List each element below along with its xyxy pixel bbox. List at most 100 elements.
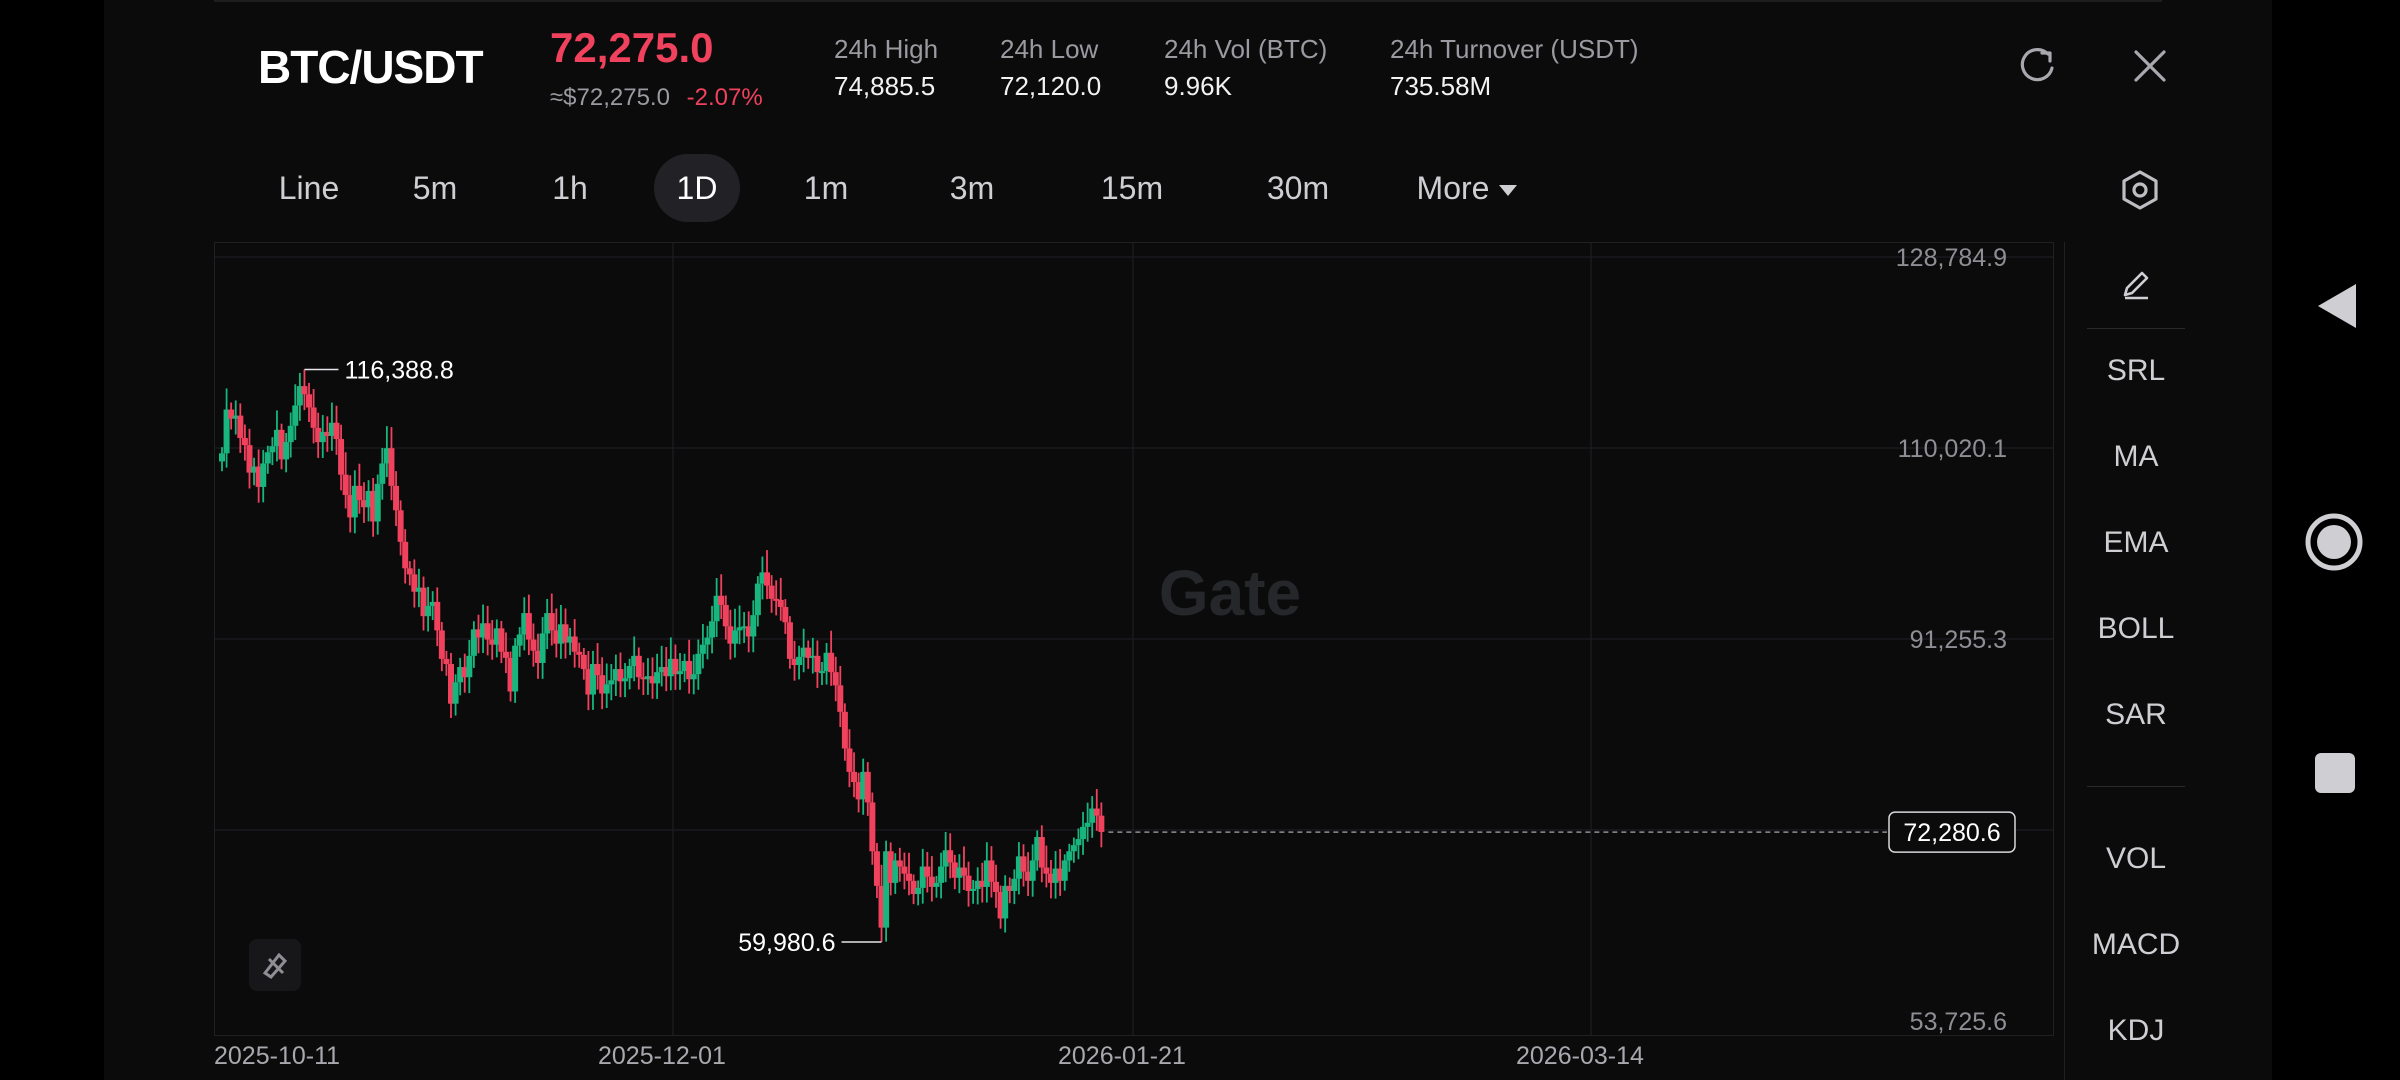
tab-1m[interactable]: 1m xyxy=(803,170,849,206)
stat-label: 24h Low xyxy=(1000,34,1099,64)
candlestick-chart[interactable]: Gate 116,388.8 59,980.6 72,280.6 128,784.9… xyxy=(214,242,2054,1036)
candle-body xyxy=(745,626,752,637)
candle-body xyxy=(466,655,473,678)
tab-1d[interactable]: 1D xyxy=(654,154,740,222)
candle-body xyxy=(1034,837,1041,861)
recents-nav-icon[interactable] xyxy=(2314,752,2356,799)
candle-body xyxy=(548,613,555,631)
candle-body xyxy=(388,448,395,486)
candle-body xyxy=(420,587,427,617)
candle-body xyxy=(347,495,354,518)
candle-body xyxy=(278,429,285,460)
home-nav-icon[interactable] xyxy=(2304,512,2364,577)
candle-body xyxy=(484,623,491,640)
candle-body xyxy=(663,667,670,677)
candle-body xyxy=(869,802,876,852)
candle-body xyxy=(273,429,280,447)
stat-value: 735.58M xyxy=(1390,71,1492,101)
candle-body xyxy=(878,885,885,928)
stat-label: 24h Turnover (USDT) xyxy=(1390,34,1639,64)
indicator-kdj[interactable]: KDJ xyxy=(2107,1014,2165,1047)
candle-body xyxy=(667,658,674,677)
candle-body xyxy=(846,748,853,772)
drawing-mode-icon[interactable] xyxy=(249,939,301,991)
indicator-boll[interactable]: BOLL xyxy=(2097,612,2175,645)
candle-body xyxy=(1093,808,1100,816)
candle-body xyxy=(283,442,290,460)
candle-body xyxy=(1061,860,1068,881)
tab-3m[interactable]: 3m xyxy=(949,170,995,206)
candle-body xyxy=(956,867,963,878)
tab-more[interactable]: More xyxy=(1392,154,1542,222)
divider xyxy=(2087,328,2185,329)
candle-body xyxy=(677,671,683,675)
stat-24h-high: 24h High 74,885.5 xyxy=(834,34,938,102)
indicator-srl[interactable]: SRL xyxy=(2106,354,2166,387)
candle-body xyxy=(837,685,844,712)
candle-body xyxy=(658,667,665,673)
candle-body xyxy=(970,888,977,891)
indicator-ma[interactable]: MA xyxy=(2113,440,2159,473)
candle-body xyxy=(690,674,697,680)
candle-body xyxy=(498,628,505,652)
close-icon[interactable] xyxy=(2128,44,2172,88)
candle-body xyxy=(777,599,784,607)
candle-body xyxy=(319,431,326,443)
candle-body xyxy=(631,655,638,667)
refresh-icon[interactable] xyxy=(2016,44,2060,88)
candle-body xyxy=(251,466,258,473)
candle-body xyxy=(997,891,1004,919)
chart-canvas[interactable]: Gate 116,388.8 59,980.6 72,280.6 128,784.9… xyxy=(215,243,2053,1036)
candle-body xyxy=(1029,860,1036,881)
stat-label: 24h Vol (BTC) xyxy=(1164,34,1328,64)
candle-body xyxy=(525,613,532,640)
tab-line[interactable]: Line xyxy=(278,170,340,206)
candle-body xyxy=(933,882,940,887)
candle-body xyxy=(448,663,454,704)
candle-body xyxy=(818,671,825,674)
candle-body xyxy=(301,386,308,395)
indicator-sar[interactable]: SAR xyxy=(2105,698,2167,731)
tab-5m[interactable]: 5m xyxy=(412,170,458,206)
candle-body xyxy=(649,676,656,684)
candle-body xyxy=(851,771,858,783)
last-price-box xyxy=(1888,811,2016,853)
back-nav-icon[interactable] xyxy=(2316,282,2358,335)
tab-15m[interactable]: 15m xyxy=(1100,170,1164,206)
candle-body xyxy=(260,463,267,487)
indicator-macd[interactable]: MACD xyxy=(2091,928,2181,961)
tab-30m[interactable]: 30m xyxy=(1266,170,1330,206)
stat-24h-turnover: 24h Turnover (USDT) 735.58M xyxy=(1390,34,1639,102)
candle-body xyxy=(883,851,890,928)
candle-body xyxy=(608,680,615,685)
tab-1h[interactable]: 1h xyxy=(552,170,588,206)
candle-body xyxy=(310,407,317,428)
candle-body xyxy=(832,672,839,686)
candle-body xyxy=(557,624,564,644)
candle-body xyxy=(507,657,514,692)
candle-body xyxy=(823,652,830,672)
y-tick-label: 53,725.6 xyxy=(1910,1008,2007,1035)
last-price-label: 72,280.6 xyxy=(1903,819,2000,847)
candle-body xyxy=(1020,856,1027,872)
candle-body xyxy=(223,409,230,454)
indicator-vol[interactable]: VOL xyxy=(2105,842,2167,875)
candle-body xyxy=(773,598,780,601)
candle-body xyxy=(287,425,294,443)
candle-body xyxy=(640,677,647,680)
candle-body xyxy=(475,629,482,638)
candle-body xyxy=(741,626,748,629)
candle-body xyxy=(425,605,432,617)
candle-body xyxy=(750,615,757,637)
draw-pencil-icon[interactable] xyxy=(2065,264,2207,312)
candle-body xyxy=(1047,873,1054,883)
candle-body xyxy=(942,850,949,867)
candle-body xyxy=(928,876,935,887)
candle-body xyxy=(626,666,633,679)
approx-usd-price: ≈$72,275.0 xyxy=(550,84,670,111)
stat-label: 24h High xyxy=(834,34,939,64)
candle-body xyxy=(892,860,899,883)
chart-settings-icon[interactable] xyxy=(2114,164,2166,216)
indicator-ema[interactable]: EMA xyxy=(2103,526,2169,559)
candle-body xyxy=(502,651,509,658)
